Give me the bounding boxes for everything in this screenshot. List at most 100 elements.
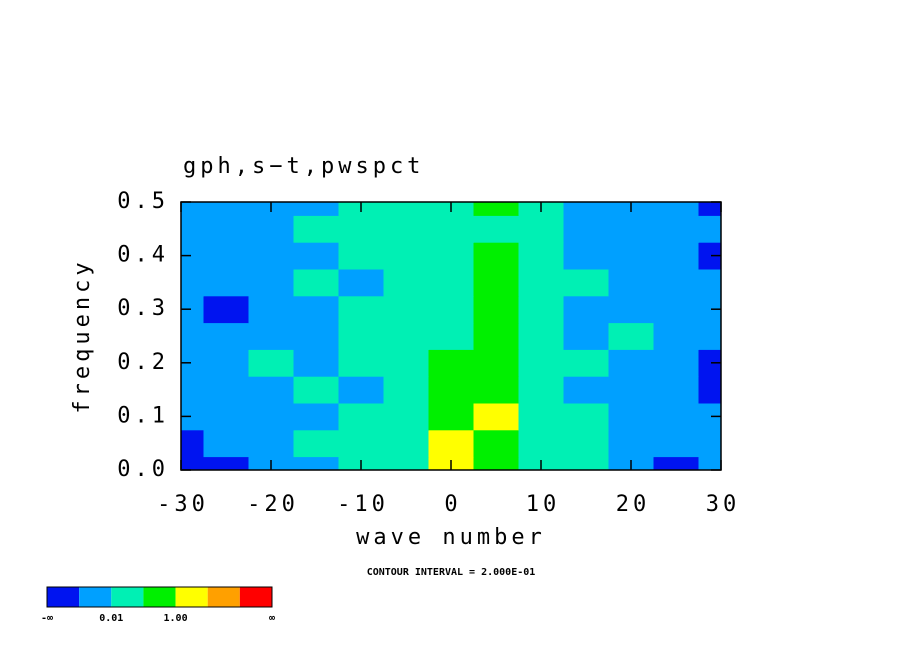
- colorbar-label: 1.00: [164, 613, 188, 624]
- contour-cell: [383, 215, 429, 243]
- colorbar-swatch: [143, 587, 176, 607]
- contour-cell: [181, 403, 204, 431]
- contour-cell: [181, 215, 204, 243]
- colorbar-swatch: [111, 587, 144, 607]
- contour-cell: [428, 215, 474, 243]
- contour-cell: [563, 295, 609, 324]
- contour-cell: [248, 429, 294, 458]
- contour-cell: [248, 403, 294, 431]
- contour-cell: [653, 215, 699, 243]
- contour-cell: [293, 349, 339, 377]
- contour-cell: [563, 429, 609, 458]
- contour-cell: [338, 242, 384, 270]
- colorbar-swatch: [239, 587, 272, 607]
- x-axis-label: wave number: [356, 525, 546, 550]
- contour-cell: [608, 403, 654, 431]
- contour-cell: [293, 215, 339, 243]
- contour-cell: [563, 322, 609, 350]
- contour-cell: [338, 376, 384, 404]
- contour-cell: [383, 322, 429, 350]
- contour-cell: [338, 429, 384, 458]
- contour-cell: [203, 349, 249, 377]
- contour-cell: [203, 202, 249, 216]
- contour-cell: [563, 349, 609, 377]
- contour-cell: [203, 295, 249, 324]
- contour-cell: [608, 349, 654, 377]
- contour-cell: [473, 242, 519, 270]
- contour-cell: [563, 403, 609, 431]
- contour-cell: [383, 295, 429, 324]
- contour-cell: [563, 269, 609, 297]
- y-tick-label: 0.0: [117, 457, 169, 482]
- contour-cell: [338, 295, 384, 324]
- contour-cell: [428, 376, 474, 404]
- contour-cell: [181, 456, 204, 470]
- contour-cell: [181, 349, 204, 377]
- contour-cell: [698, 242, 721, 270]
- contour-cell: [653, 376, 699, 404]
- x-tick-label: 0: [444, 492, 461, 517]
- contour-cell: [248, 215, 294, 243]
- contour-cell: [248, 376, 294, 404]
- contour-cell: [518, 242, 564, 270]
- contour-cell: [181, 295, 204, 324]
- contour-cell: [181, 269, 204, 297]
- contour-cell: [608, 215, 654, 243]
- contour-cell: [653, 403, 699, 431]
- y-tick-label: 0.4: [117, 243, 169, 268]
- contour-cell: [473, 429, 519, 458]
- contour-cell: [428, 429, 474, 458]
- contour-cell: [293, 295, 339, 324]
- contour-cell: [293, 403, 339, 431]
- contour-cell: [293, 456, 339, 470]
- contour-cell: [518, 403, 564, 431]
- contour-cell: [608, 376, 654, 404]
- contour-cell: [563, 215, 609, 243]
- contour-cell: [181, 376, 204, 404]
- contour-cell: [383, 242, 429, 270]
- contour-cell: [203, 429, 249, 458]
- contour-cell: [473, 295, 519, 324]
- contour-cell: [563, 456, 609, 470]
- contour-cell: [698, 269, 721, 297]
- contour-cell: [248, 242, 294, 270]
- contour-cell: [383, 202, 429, 216]
- contour-cell: [181, 202, 204, 216]
- contour-cell: [383, 376, 429, 404]
- annotation: CONTOUR INTERVAL = 2.000E-01: [367, 567, 536, 578]
- contour-cell: [653, 242, 699, 270]
- colorbar-frame: [46, 586, 273, 608]
- contour-cell: [338, 322, 384, 350]
- contour-cell: [698, 322, 721, 350]
- contour-cell: [181, 322, 204, 350]
- contour-cell: [653, 456, 699, 470]
- contour-cell: [383, 269, 429, 297]
- contour-cell: [181, 429, 204, 458]
- contour-cell: [608, 295, 654, 324]
- contour-cell: [428, 349, 474, 377]
- contour-cell: [518, 349, 564, 377]
- contour-cell: [608, 322, 654, 350]
- contour-cell: [473, 215, 519, 243]
- contour-cell: [248, 295, 294, 324]
- contour-cell: [383, 456, 429, 470]
- contour-cell: [203, 376, 249, 404]
- contour-cell: [518, 376, 564, 404]
- contour-cell: [563, 202, 609, 216]
- y-axis-label: frequency: [70, 258, 95, 413]
- contour-cell: [338, 349, 384, 377]
- colorbar-label: 0.01: [99, 613, 123, 624]
- contour-cell: [181, 242, 204, 270]
- contour-cell: [203, 242, 249, 270]
- contour-cell: [518, 215, 564, 243]
- contour-cell: [698, 403, 721, 431]
- colorbar-swatch: [79, 587, 112, 607]
- contour-cell: [563, 242, 609, 270]
- contour-cell: [473, 403, 519, 431]
- contour-cell: [518, 295, 564, 324]
- contour-cell: [383, 349, 429, 377]
- contour-cell: [653, 295, 699, 324]
- contour-cell: [338, 403, 384, 431]
- contour-cell: [428, 269, 474, 297]
- contour-cell: [203, 215, 249, 243]
